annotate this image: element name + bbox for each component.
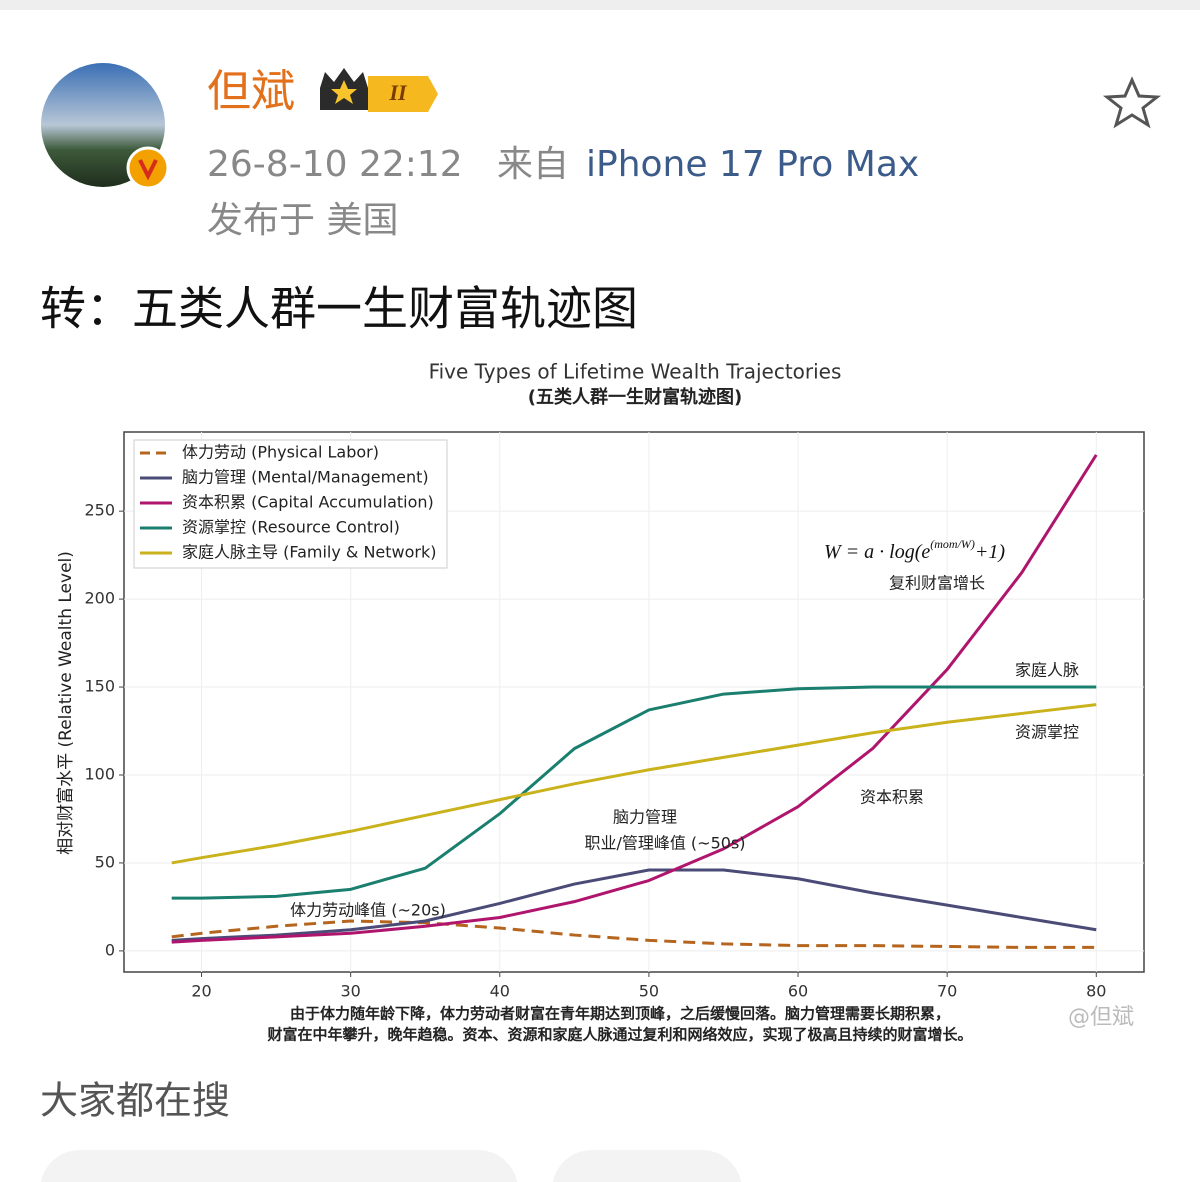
formula-tail: +1): [975, 541, 1005, 563]
legend: 体力劳动 (Physical Labor) 脑力管理 (Mental/Manage…: [133, 439, 448, 569]
annotation: 资源掌控: [1015, 723, 1079, 742]
search-pill[interactable]: [40, 1150, 518, 1182]
caption-line: 财富在中年攀升，晚年趋稳。资本、资源和家庭人脉通过复利和网络效应，实现了极高且持…: [267, 1026, 972, 1044]
y-tick-label: 250: [84, 501, 115, 520]
device[interactable]: iPhone 17 Pro Max: [586, 144, 919, 185]
x-tick-label: 70: [937, 982, 957, 1001]
y-tick-label: 50: [95, 852, 115, 871]
y-tick-label: 150: [84, 677, 115, 696]
formula-base: W = a · log(e: [824, 541, 930, 563]
x-tick-label: 60: [788, 982, 808, 1001]
y-tick-label: 0: [105, 940, 115, 959]
y-axis-label: 相对财富水平 (Relative Wealth Level): [56, 551, 76, 855]
annotation: 资本积累: [860, 788, 924, 807]
badge-tag: [368, 76, 438, 112]
annotation: 体力劳动峰值 (~20s): [290, 901, 446, 920]
verified-badge: [126, 146, 170, 190]
formula: W = a · log(e(mom/W)+1): [824, 537, 1005, 563]
post-time: 26-8-10 22:12: [207, 144, 463, 185]
caption-line: 由于体力随年龄下降，体力劳动者财富在青年期达到顶峰，之后缓慢回落。脑力管理需要长…: [290, 1005, 950, 1023]
watermark: @但斌: [1068, 1005, 1134, 1030]
legend-label: 资源掌控 (Resource Control): [182, 518, 400, 537]
post-text: 转：五类人群一生财富轨迹图: [40, 282, 638, 336]
x-tick-label: 80: [1086, 982, 1106, 1001]
member-badge[interactable]: II: [320, 68, 438, 112]
location: 发布于 美国: [207, 200, 398, 241]
x-tick-label: 20: [191, 982, 211, 1001]
x-tick-label: 40: [490, 982, 510, 1001]
avatar[interactable]: [41, 63, 170, 190]
annotation: 脑力管理: [613, 808, 677, 827]
series-line: [171, 685, 1097, 900]
x-tick-label: 50: [639, 982, 659, 1001]
chart: Five Types of Lifetime Wealth Trajectori…: [56, 360, 1145, 1044]
legend-label: 脑力管理 (Mental/Management): [182, 468, 429, 487]
x-tick-label: 30: [340, 982, 360, 1001]
series-line: [171, 703, 1097, 865]
crown-star: [331, 80, 357, 104]
search-pill[interactable]: [552, 1150, 742, 1182]
y-tick-label: 100: [84, 764, 115, 783]
section-title: 大家都在搜: [40, 1079, 230, 1123]
legend-label: 家庭人脉主导 (Family & Network): [182, 543, 437, 562]
series-line: [171, 454, 1098, 944]
chart-title: Five Types of Lifetime Wealth Trajectori…: [429, 360, 842, 384]
y-tick-label: 200: [84, 589, 115, 608]
favorite-icon[interactable]: [1102, 76, 1162, 129]
author-name[interactable]: 但斌: [207, 66, 295, 117]
verified-mark: [138, 159, 158, 181]
legend-label: 资本积累 (Capital Accumulation): [182, 493, 434, 512]
legend-box: [133, 439, 448, 569]
source-prefix: 来自: [497, 144, 569, 185]
chart-subtitle: (五类人群一生财富轨迹图): [528, 386, 742, 408]
annotation: 家庭人脉: [1015, 661, 1079, 680]
legend-label: 体力劳动 (Physical Labor): [182, 443, 379, 462]
series-line: [171, 868, 1097, 942]
badge-level: II: [388, 80, 408, 105]
formula-exponent: (mom/W): [930, 537, 975, 551]
annotation: 复利财富增长: [889, 574, 985, 593]
series-line: [171, 919, 1097, 949]
annotation: 职业/管理峰值 (~50s): [584, 834, 745, 853]
top-bar: [0, 0, 1200, 10]
